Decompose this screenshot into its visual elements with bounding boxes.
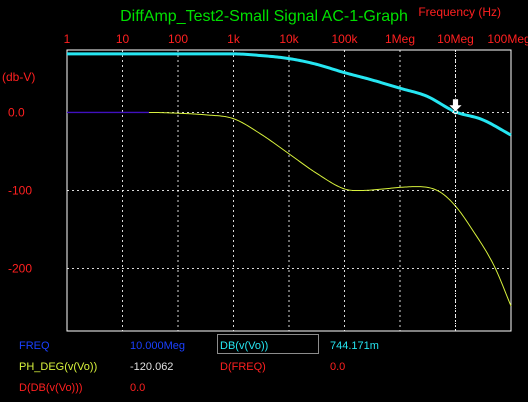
- x-tick-label: 1: [64, 32, 71, 46]
- readout-db-value: 744.171m: [330, 340, 379, 352]
- y-axis-label: (db-V): [2, 70, 35, 84]
- x-tick-label: 10Meg: [437, 32, 474, 46]
- readout-ddb-value: 0.0: [130, 382, 146, 394]
- x-tick-label: 1Meg: [385, 32, 415, 46]
- y-tick-label: 0.0: [8, 105, 25, 119]
- readout-dfreq-name: D(FREQ): [220, 361, 266, 373]
- cursor-arrow-icon: [447, 98, 464, 113]
- selected-trace-box[interactable]: [217, 334, 319, 354]
- y-tick-label: -100: [8, 184, 32, 198]
- readout-ddb-name: D(DB(v(Vo))): [19, 382, 83, 394]
- series-traces: [67, 52, 512, 307]
- x-tick-label: 10k: [279, 32, 299, 46]
- readout-phase-value: -120.062: [130, 361, 174, 373]
- readout-freq-name: FREQ: [19, 340, 50, 352]
- y-tick-labels: 0.0 -100 -200: [8, 105, 32, 275]
- readout-phase-name: PH_DEG(v(Vo)): [19, 361, 98, 373]
- x-tick-label: 100Meg: [487, 32, 528, 46]
- x-tick-label: 100k: [331, 32, 358, 46]
- readout-dfreq-value: 0.0: [330, 361, 346, 373]
- x-tick-label: 10: [116, 32, 130, 46]
- cursor-marker: [453, 109, 458, 115]
- x-tick-labels: 1 10 100 1k 10k 100k 1Meg 10Meg 100Meg: [64, 32, 528, 46]
- cursor[interactable]: [447, 50, 464, 331]
- readout-db-name[interactable]: DB(v(Vo)): [220, 340, 269, 352]
- x-axis-label: Frequency (Hz): [418, 5, 501, 19]
- series-phase-trace: [148, 111, 512, 307]
- readout-freq-value: 10.000Meg: [130, 340, 186, 352]
- x-tick-label: 100: [168, 32, 188, 46]
- graph-title: DiffAmp_Test2-Small Signal AC-1-Graph: [120, 8, 408, 25]
- plot-frame: [66, 49, 512, 332]
- series-db-trace: [67, 52, 512, 137]
- y-tick-label: -200: [8, 262, 32, 276]
- x-tick-label: 1k: [227, 32, 241, 46]
- grid: [67, 50, 511, 331]
